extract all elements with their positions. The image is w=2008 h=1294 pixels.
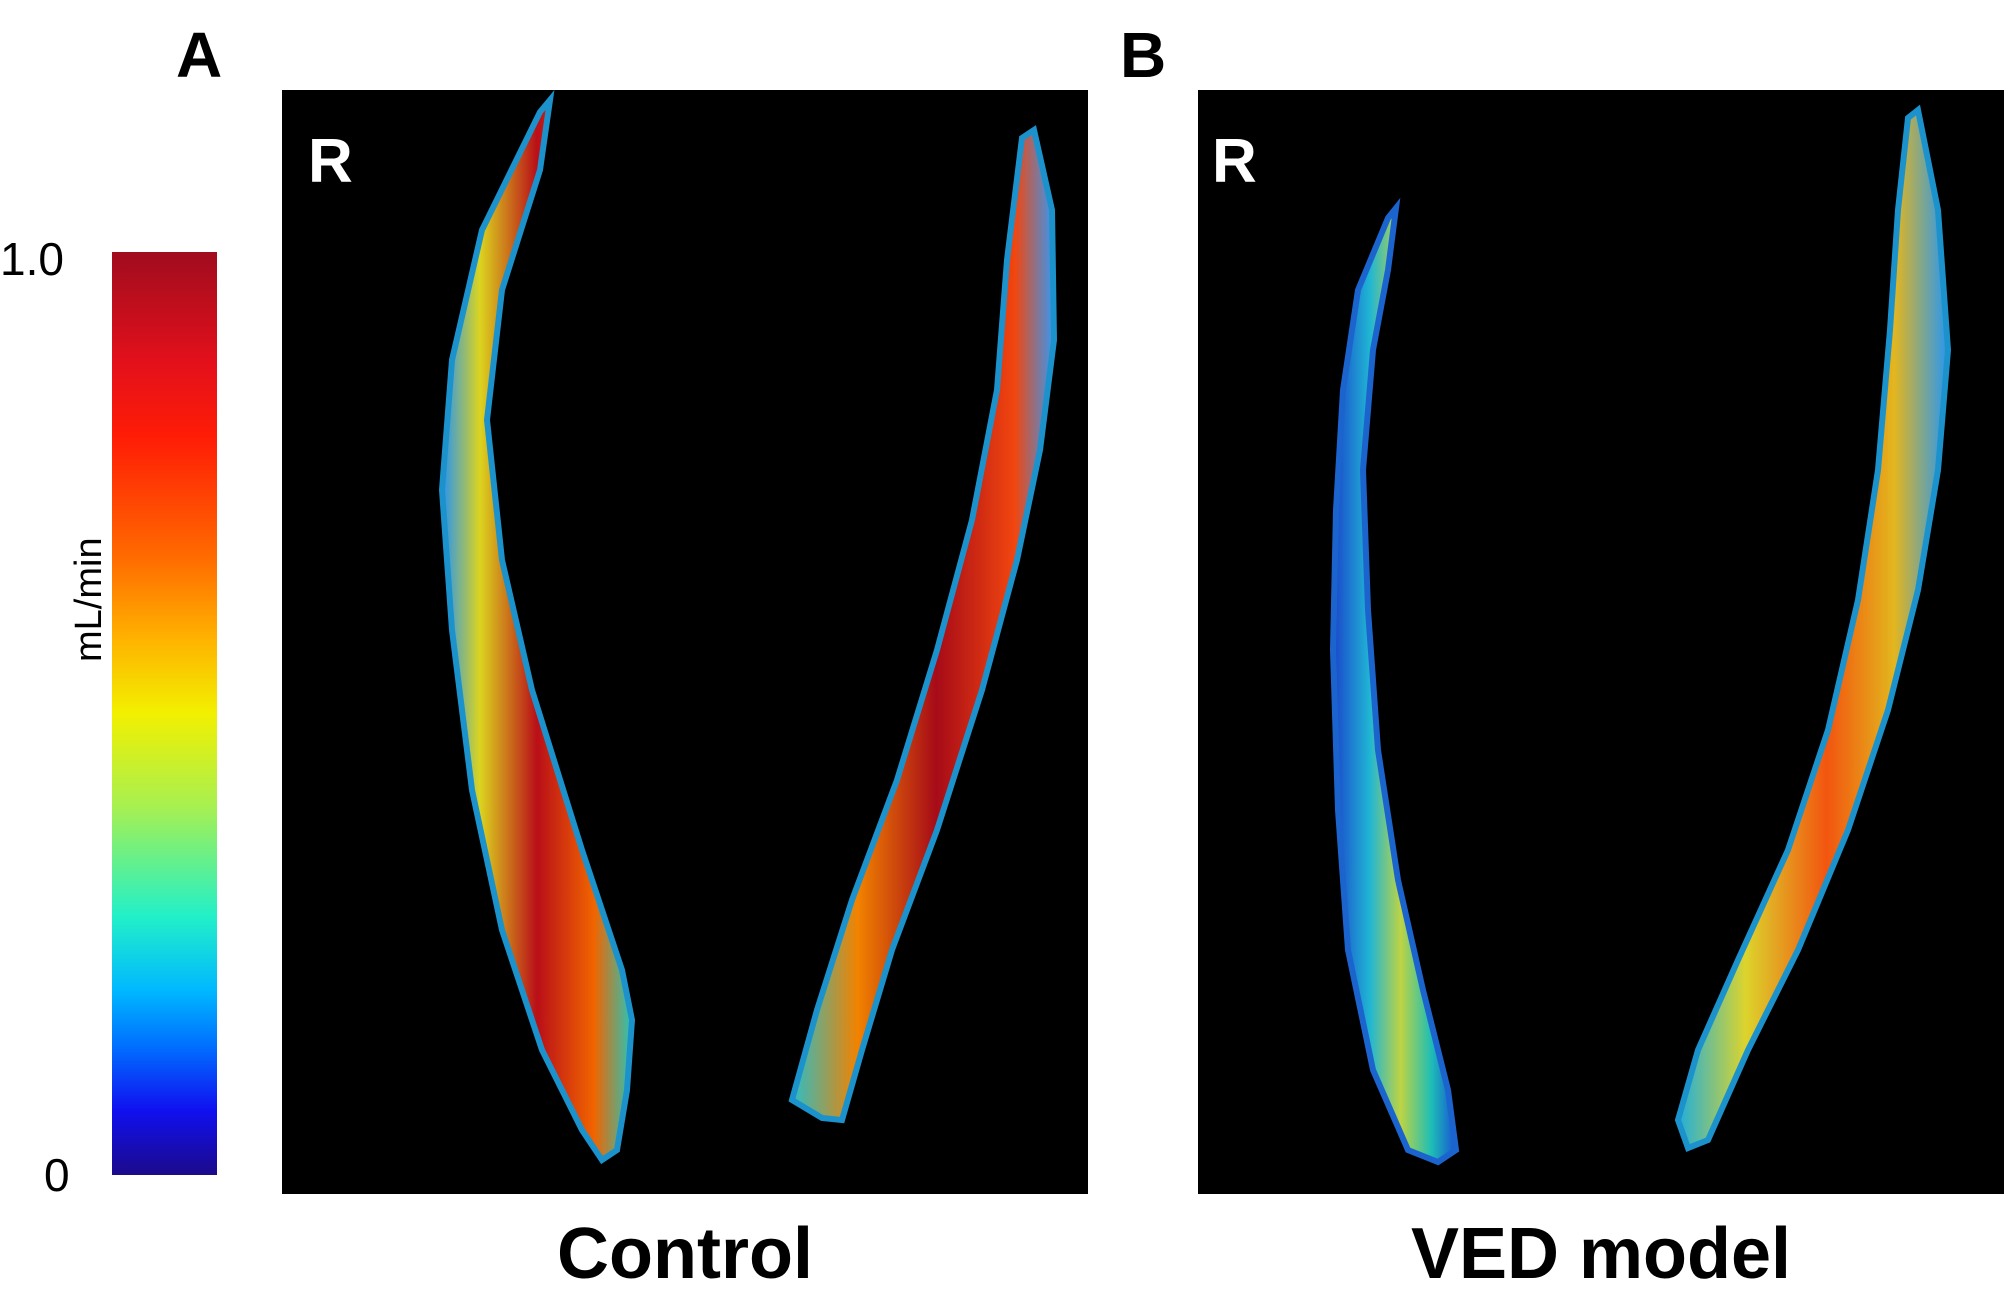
panel-b-letter: B <box>1120 19 1167 91</box>
colorbar <box>112 252 217 1175</box>
panel-a-side-label: R <box>308 127 353 196</box>
panel-b-caption: VED model <box>1410 1214 1792 1294</box>
left-vessel <box>438 90 636 1165</box>
right-vessel <box>1674 104 1952 1152</box>
right-vessel <box>788 125 1058 1124</box>
colorbar-unit-label: mL/min <box>68 537 110 662</box>
colorbar-min-label: 0 <box>44 1149 70 1201</box>
panel-b-image: R <box>1198 90 2004 1194</box>
panel-a-image: R <box>282 90 1088 1194</box>
panel-a-vessels <box>438 90 1058 1165</box>
panel-b-vessels <box>1329 104 1952 1166</box>
left-vessel <box>1329 197 1460 1166</box>
panel-a-letter: A <box>176 19 223 91</box>
panel-a-caption: Control <box>557 1214 813 1294</box>
colorbar-max-label: 1.0 <box>0 233 64 285</box>
panel-b-side-label: R <box>1212 127 1257 196</box>
